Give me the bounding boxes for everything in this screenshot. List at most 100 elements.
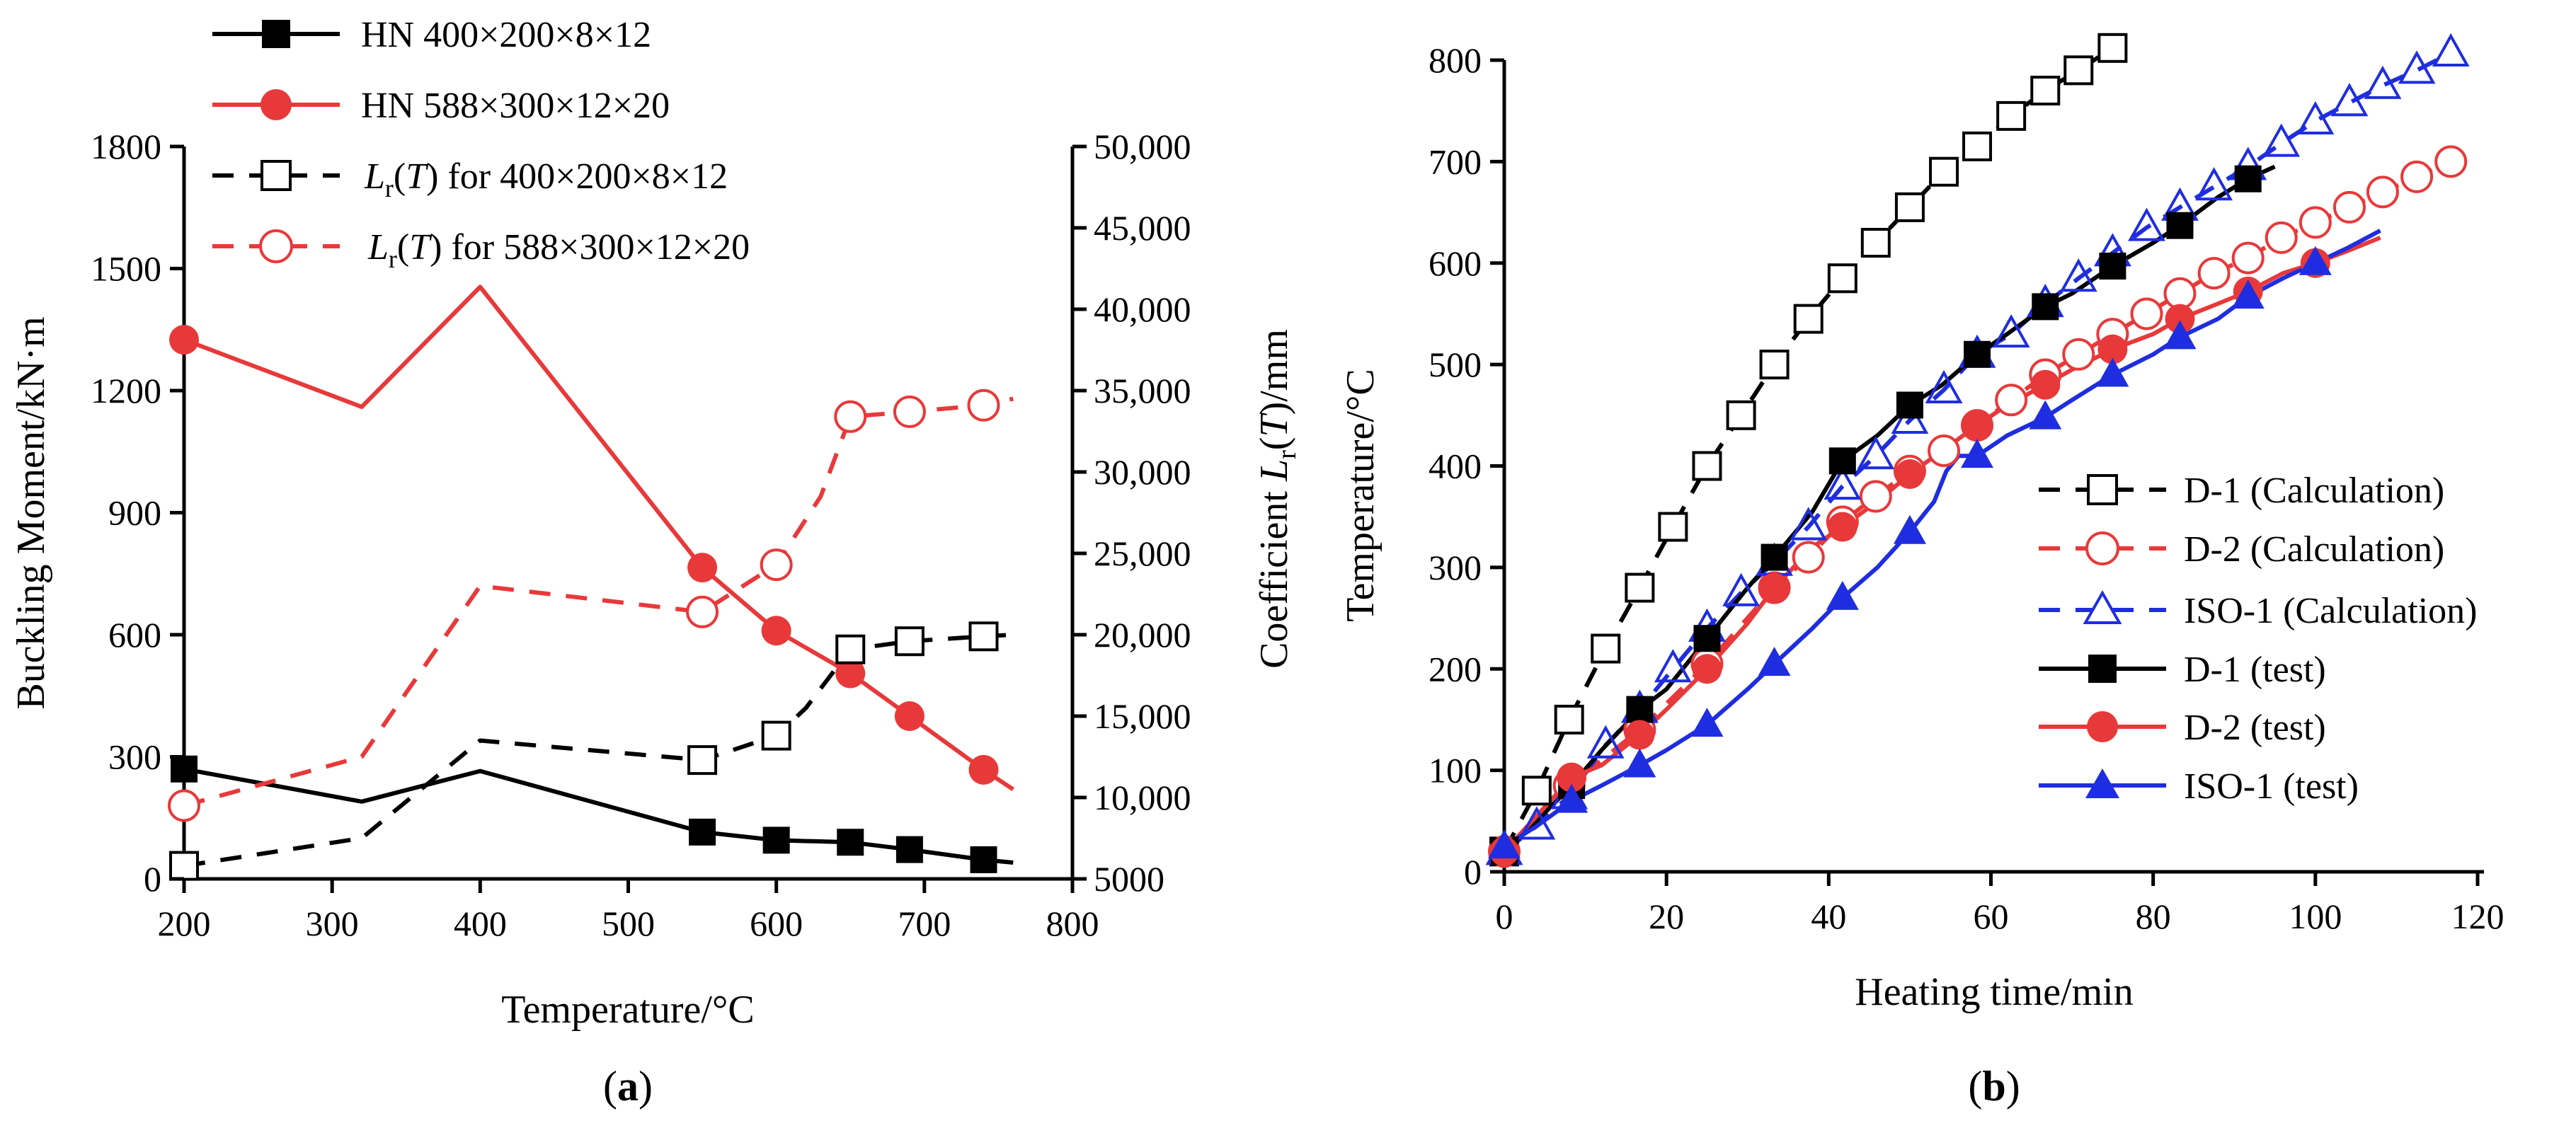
triangle-open-marker-icon	[2083, 589, 2122, 624]
b-point-d-1-test-6	[1896, 391, 1923, 419]
b-point-d-1-test-11	[2234, 165, 2262, 192]
a-y-right-tick-label: 15,000	[1094, 696, 1191, 736]
panel-b-x-axis-label: Heating time/min	[1855, 970, 2133, 1014]
a-point-lr-t-for-588-300-12-20-2	[760, 548, 793, 582]
b-line-iso-1-test	[1503, 229, 2381, 848]
b-y-tick-label: 200	[1429, 649, 1482, 689]
b-point-iso-1-calculation-5	[1654, 649, 1692, 683]
panel-a-y-left-ticks: 0 300 600 900 1200 1500 1800	[91, 127, 184, 899]
b-point-iso-1-test-5	[1826, 580, 1859, 610]
legend-item-d2-calc: D-2 (Calculation)	[2039, 529, 2444, 570]
legend-label-d1-calc: D-1 (Calculation)	[2184, 471, 2444, 511]
b-point-d-1-calculation-10	[1827, 263, 1857, 294]
b-point-d-2-calculation-23	[2400, 160, 2434, 193]
a-y-right-tick-label: 25,000	[1094, 534, 1191, 573]
a-point-lr-t-for-400-200-8-12-2	[761, 720, 791, 751]
panel-b-x-ticks: 0 20 40 60 80 100 120	[1496, 872, 2505, 936]
b-point-d-2-test-8	[2030, 369, 2061, 400]
square-open-marker-icon	[2087, 474, 2118, 505]
b-point-iso-1-test-10	[2163, 320, 2197, 350]
b-point-d-2-calculation-9	[1928, 434, 1961, 467]
b-point-d-1-calculation-1	[1521, 776, 1552, 806]
b-point-d-2-calculation-24	[2434, 145, 2468, 178]
panel-a-x-axis-label: Temperature/°C	[501, 988, 754, 1032]
panel-b-y-axis-label: Temperature/°C	[1339, 369, 1383, 621]
b-x-tick-label: 0	[1496, 897, 1513, 936]
legend-label-lr588: Lr(T) for 588×300×12×20	[367, 227, 750, 273]
legend-label-iso1-test: ISO-1 (test)	[2184, 766, 2359, 807]
b-point-iso-1-test-9	[2096, 357, 2129, 387]
b-point-d-1-calculation-9	[1793, 304, 1824, 334]
b-point-d-2-test-2	[1625, 720, 1655, 750]
b-x-tick-label: 60	[1974, 897, 2009, 936]
a-point-lr-t-for-400-200-8-12-0	[169, 851, 199, 881]
a-point-lr-t-for-588-300-12-20-5	[967, 388, 1000, 422]
b-point-iso-1-calculation-26	[2364, 65, 2402, 99]
panel-a-legend: HN 400×200×8×12 HN 588×300×12×20 Lr(T) f…	[212, 15, 750, 273]
b-point-iso-1-calculation-17	[2059, 258, 2097, 292]
legend-label-d2-test: D-2 (test)	[2184, 708, 2326, 748]
legend-item-lr400: Lr(T) for 400×200×8×12	[212, 156, 728, 202]
b-point-d-1-calculation-15	[1996, 100, 2027, 131]
b-point-d-2-calculation-17	[2197, 257, 2231, 290]
circle-filled-marker-icon	[2087, 711, 2118, 742]
b-point-d-1-calculation-2	[1554, 704, 1584, 735]
a-point-hn-588-300-12-20-1	[687, 553, 718, 583]
b-point-d-1-calculation-4	[1625, 572, 1655, 603]
b-point-iso-1-calculation-27	[2398, 50, 2436, 84]
triangle-filled-marker-icon	[2085, 768, 2119, 798]
legend-item-iso1-test: ISO-1 (test)	[2039, 766, 2359, 807]
b-point-d-2-test-3	[1692, 654, 1722, 684]
b-point-d-2-test-1	[1557, 762, 1587, 793]
b-point-d-1-calculation-12	[1894, 192, 1925, 222]
b-x-tick-label: 100	[2289, 897, 2342, 936]
legend-label-hn588: HN 588×300×12×20	[361, 86, 670, 126]
b-point-d-2-calculation-16	[2163, 277, 2197, 310]
legend-label-hn400: HN 400×200×8×12	[361, 15, 651, 55]
b-point-iso-1-calculation-23	[2262, 123, 2301, 157]
b-point-iso-1-calculation-3	[1586, 725, 1625, 759]
b-point-iso-1-calculation-28	[2432, 33, 2470, 67]
b-point-d-1-calculation-16	[2030, 76, 2061, 106]
a-y-left-tick-label: 0	[144, 859, 161, 899]
a-x-tick-label: 200	[158, 904, 211, 943]
a-point-hn-400-200-8-12-0	[171, 755, 198, 783]
b-point-d-2-test-4	[1759, 572, 1790, 603]
legend-item-hn588: HN 588×300×12×20	[212, 86, 670, 126]
panel-a-series-markers	[168, 325, 1000, 881]
b-point-d-2-calculation-22	[2366, 175, 2399, 209]
a-x-tick-label: 500	[602, 904, 655, 943]
a-point-lr-t-for-400-200-8-12-3	[835, 634, 866, 664]
a-y-right-tick-label: 10,000	[1094, 778, 1191, 817]
legend-label-lr400: Lr(T) for 400×200×8×12	[364, 156, 728, 202]
a-x-tick-label: 800	[1046, 904, 1099, 943]
b-x-tick-label: 120	[2451, 897, 2505, 936]
circle-open-marker-icon	[259, 229, 293, 263]
b-point-d-2-calculation-11	[1995, 384, 2028, 417]
a-point-hn-400-200-8-12-1	[689, 818, 716, 846]
a-y-left-tick-label: 600	[108, 615, 161, 655]
square-filled-marker-icon	[262, 20, 290, 48]
b-point-iso-1-calculation-9	[1790, 507, 1828, 541]
legend-label-d1-test: D-1 (test)	[2184, 650, 2326, 690]
b-point-d-2-calculation-13	[2062, 338, 2095, 371]
legend-item-lr588: Lr(T) for 588×300×12×20	[212, 227, 750, 273]
a-y-right-tick-label: 5000	[1094, 859, 1164, 899]
a-y-left-tick-label: 1500	[91, 249, 161, 289]
b-point-iso-1-test-2	[1623, 748, 1656, 778]
b-point-d-2-test-5	[1827, 512, 1857, 542]
b-point-iso-1-calculation-11	[1857, 436, 1895, 470]
a-y-left-tick-label: 1800	[91, 127, 161, 166]
a-y-left-tick-label: 900	[108, 493, 161, 533]
b-point-iso-1-calculation-15	[1992, 314, 2030, 348]
a-point-hn-588-300-12-20-0	[169, 325, 199, 355]
a-point-hn-400-200-8-12-3	[837, 829, 864, 856]
a-point-hn-400-200-8-12-2	[762, 827, 790, 854]
b-point-iso-1-calculation-13	[1925, 369, 1963, 403]
panel-b-legend: D-1 (Calculation) D-2 (Calculation) ISO-…	[2039, 471, 2477, 807]
a-line-lr-t-for-588-300-12-20	[183, 396, 1014, 808]
legend-label-d2-calc: D-2 (Calculation)	[2184, 529, 2444, 570]
panel-a-y-left-axis-label: Buckling Moment/kN·m	[9, 316, 53, 709]
